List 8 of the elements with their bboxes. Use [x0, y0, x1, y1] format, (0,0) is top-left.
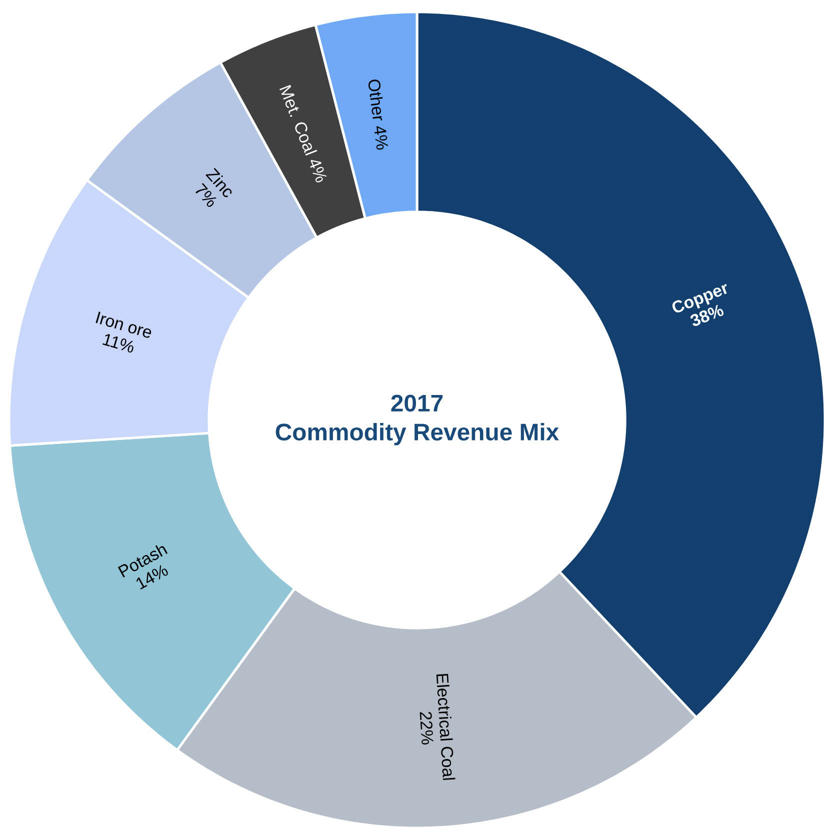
slice-label: Electrical Coal [436, 674, 456, 780]
data-label: 4% [374, 126, 388, 150]
data-label: 4% [310, 160, 327, 182]
text: Commodity Revenue Mix [276, 422, 559, 446]
slice-label: Met. Coal [279, 84, 318, 156]
slice-label: Other [368, 80, 383, 120]
text: 2017 [391, 394, 442, 412]
data-label: 22% [420, 712, 434, 744]
